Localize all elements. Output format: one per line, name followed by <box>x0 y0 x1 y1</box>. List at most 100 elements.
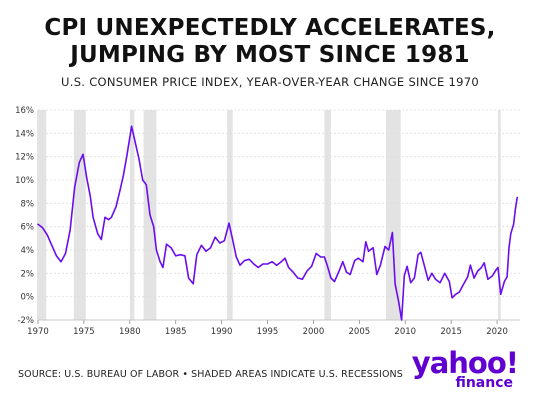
cpi-point-92 <box>406 265 408 267</box>
cpi-point-90 <box>400 319 403 321</box>
cpi-point-16 <box>104 216 106 218</box>
cpi-point-44 <box>214 236 216 238</box>
cpi-point-31 <box>159 261 161 263</box>
cpi-point-99 <box>431 272 433 274</box>
cpi-point-115 <box>491 275 494 277</box>
cpi-point-76 <box>349 273 351 276</box>
x-tick-label-2: 1980 <box>119 327 141 337</box>
line-layer <box>37 125 519 321</box>
recession-band-7 <box>497 110 501 320</box>
cpi-point-33 <box>165 243 168 245</box>
cpi-point-15 <box>100 238 102 241</box>
cpi-point-23 <box>131 125 133 127</box>
cpi-point-48 <box>232 238 234 241</box>
cpi-point-97 <box>423 262 425 264</box>
y-tick-label-0: 16% <box>15 106 34 116</box>
cpi-point-51 <box>243 259 246 262</box>
cpi-point-104 <box>451 297 453 299</box>
cpi-point-118 <box>500 293 502 295</box>
cpi-point-114 <box>487 278 489 280</box>
y-tick-label-1: 14% <box>15 129 34 139</box>
cpi-point-63 <box>297 277 299 279</box>
cpi-point-100 <box>434 278 437 280</box>
yahoo-finance-logo[interactable]: yahoo! finance <box>412 349 519 391</box>
cpi-point-121 <box>508 247 510 249</box>
cpi-point-98 <box>427 279 429 281</box>
cpi-point-59 <box>280 261 282 263</box>
x-tick-label-6: 2000 <box>303 327 325 337</box>
cpi-point-46 <box>223 240 225 242</box>
cpi-point-72 <box>333 280 336 283</box>
cpi-point-2 <box>46 234 48 236</box>
cpi-point-117 <box>497 266 499 269</box>
cpi-point-107 <box>462 284 464 286</box>
x-axis-ticks: 1970 1975 1980 1985 1990 1995 2000 2005 2010 2015… <box>27 319 520 337</box>
source-note: SOURCE: U.S. BUREAU OF LABOR • SHADED AR… <box>18 369 403 380</box>
cpi-point-101 <box>439 282 441 284</box>
cpi-point-20 <box>119 191 121 193</box>
cpi-point-111 <box>477 270 479 272</box>
cpi-series-points <box>37 125 518 321</box>
x-tick-label-9: 2015 <box>440 327 462 337</box>
cpi-point-85 <box>384 245 386 248</box>
cpi-point-67 <box>315 252 317 255</box>
cpi-point-64 <box>301 278 304 280</box>
cpi-point-108 <box>467 276 469 278</box>
recession-band-1 <box>73 110 86 320</box>
cpi-point-30 <box>155 249 158 251</box>
cpi-point-66 <box>310 265 313 267</box>
cpi-point-4 <box>55 255 57 257</box>
cpi-point-69 <box>323 256 326 258</box>
recession-band-5 <box>324 110 331 320</box>
cpi-point-125 <box>516 196 518 199</box>
cpi-point-43 <box>210 247 212 249</box>
cpi-point-0 <box>37 223 39 225</box>
cpi-point-21 <box>122 174 124 176</box>
cpi-point-54 <box>257 266 259 269</box>
cpi-point-55 <box>262 263 264 265</box>
cpi-point-80 <box>365 241 367 243</box>
cpi-point-112 <box>480 266 483 269</box>
cpi-point-28 <box>149 214 151 216</box>
cpi-point-37 <box>184 255 186 257</box>
cpi-point-7 <box>69 229 71 231</box>
cpi-point-14 <box>97 233 99 235</box>
y-tick-label-4: 8% <box>21 199 35 209</box>
y-tick-label-7: 2% <box>21 269 35 279</box>
cpi-point-109 <box>469 264 472 266</box>
cpi-point-50 <box>239 264 241 266</box>
chart-subtitle: U.S. CONSUMER PRICE INDEX, YEAR-OVER-YEA… <box>61 75 479 89</box>
cpi-point-34 <box>170 247 172 249</box>
cpi-point-22 <box>126 153 128 155</box>
cpi-point-18 <box>110 216 113 218</box>
cpi-point-11 <box>86 177 88 179</box>
cpi-point-86 <box>388 249 390 251</box>
cpi-point-94 <box>413 277 416 279</box>
cpi-point-82 <box>372 247 374 249</box>
logo-subtext: finance <box>455 375 513 391</box>
cpi-point-120 <box>506 276 508 278</box>
chart-title-line1: CPI UNEXPECTEDLY ACCELERATES, <box>44 15 496 41</box>
cpi-point-12 <box>89 195 91 197</box>
cpi-point-41 <box>200 244 203 246</box>
y-tick-label-2: 12% <box>15 153 34 163</box>
cpi-point-60 <box>284 257 286 259</box>
cpi-point-124 <box>514 208 517 210</box>
cpi-point-39 <box>192 283 194 285</box>
cpi-point-1 <box>41 227 44 229</box>
cpi-point-38 <box>187 277 190 279</box>
cpi-point-8 <box>74 186 76 188</box>
cpi-point-113 <box>483 262 485 264</box>
cpi-point-26 <box>142 179 144 181</box>
cpi-point-17 <box>108 219 110 221</box>
x-tick-label-0: 1970 <box>27 327 49 337</box>
cpi-point-71 <box>330 277 332 279</box>
cpi-point-47 <box>228 222 230 224</box>
cpi-point-119 <box>503 280 505 283</box>
cpi-point-105 <box>455 293 457 295</box>
cpi-point-36 <box>179 254 181 256</box>
cpi-point-53 <box>253 263 255 265</box>
cpi-point-49 <box>235 256 237 258</box>
y-tick-label-6: 4% <box>21 246 35 256</box>
